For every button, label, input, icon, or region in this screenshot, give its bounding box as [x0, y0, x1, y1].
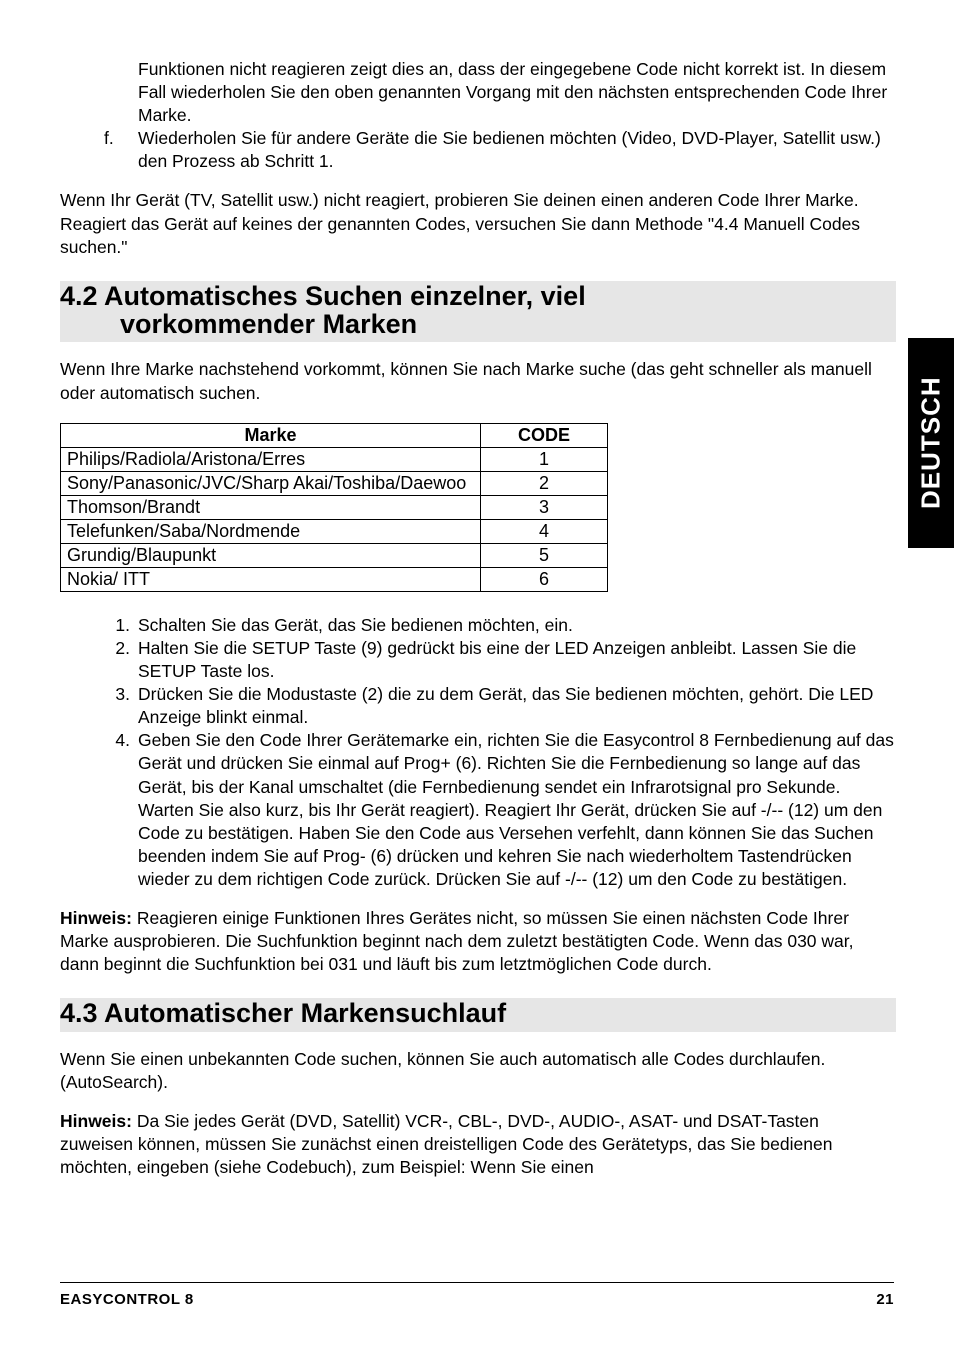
heading-line-2: vorkommender Marken [60, 310, 896, 338]
code-cell: 3 [481, 495, 608, 519]
list-text: Wiederholen Sie für andere Geräte die Si… [138, 127, 896, 173]
table-row: Philips/Radiola/Aristona/Erres1 [61, 447, 608, 471]
step-text: Schalten Sie das Gerät, das Sie bedienen… [138, 614, 896, 637]
note-4-3: Hinweis: Da Sie jedes Gerät (DVD, Satell… [60, 1110, 896, 1179]
continuation-text: Funktionen nicht reagieren zeigt dies an… [60, 58, 896, 127]
code-cell: 4 [481, 519, 608, 543]
paragraph-4-3: Wenn Sie einen unbekannten Code suchen, … [60, 1048, 896, 1094]
step-number: 1. [78, 614, 138, 637]
step-item: 1.Schalten Sie das Gerät, das Sie bedien… [60, 614, 896, 637]
brand-cell: Grundig/Blaupunkt [61, 543, 481, 567]
paragraph: Wenn Ihr Gerät (TV, Satellit usw.) nicht… [60, 189, 896, 258]
table-row: Sony/Panasonic/JVC/Sharp Akai/Toshiba/Da… [61, 471, 608, 495]
list-marker: f. [104, 127, 138, 173]
step-number: 2. [78, 637, 138, 683]
step-text: Geben Sie den Code Ihrer Gerätemarke ein… [138, 729, 896, 891]
note-text: Reagieren einige Funktionen Ihres Geräte… [60, 908, 854, 974]
ordered-steps: 1.Schalten Sie das Gerät, das Sie bedien… [60, 614, 896, 891]
step-number: 4. [78, 729, 138, 891]
table-row: Grundig/Blaupunkt5 [61, 543, 608, 567]
table-header-row: Marke CODE [61, 423, 608, 447]
note-4-2: Hinweis: Reagieren einige Funktionen Ihr… [60, 907, 896, 976]
brand-cell: Sony/Panasonic/JVC/Sharp Akai/Toshiba/Da… [61, 471, 481, 495]
brand-cell: Telefunken/Saba/Nordmende [61, 519, 481, 543]
step-text: Halten Sie die SETUP Taste (9) gedrückt … [138, 637, 896, 683]
brand-cell: Thomson/Brandt [61, 495, 481, 519]
step-item: 3.Drücken Sie die Modustaste (2) die zu … [60, 683, 896, 729]
footer-title: EASYCONTROL 8 [60, 1291, 194, 1308]
heading-4-3: 4.3 Automatischer Markensuchlauf [60, 998, 896, 1031]
page-content: Funktionen nicht reagieren zeigt dies an… [60, 58, 896, 1179]
step-text: Drücken Sie die Modustaste (2) die zu de… [138, 683, 896, 729]
step-item: 2.Halten Sie die SETUP Taste (9) gedrück… [60, 637, 896, 683]
note-label: Hinweis: [60, 1111, 132, 1131]
step-number: 3. [78, 683, 138, 729]
heading-line-1: 4.2 Automatisches Suchen einzelner, viel [60, 281, 586, 311]
code-cell: 2 [481, 471, 608, 495]
heading-4-2: 4.2 Automatisches Suchen einzelner, viel… [60, 281, 896, 343]
table-row: Nokia/ ITT6 [61, 567, 608, 591]
code-cell: 6 [481, 567, 608, 591]
brand-cell: Nokia/ ITT [61, 567, 481, 591]
note-text: Da Sie jedes Gerät (DVD, Satellit) VCR-,… [60, 1111, 832, 1177]
table-row: Telefunken/Saba/Nordmende4 [61, 519, 608, 543]
footer-page-number: 21 [876, 1291, 894, 1308]
brand-cell: Philips/Radiola/Aristona/Erres [61, 447, 481, 471]
code-cell: 5 [481, 543, 608, 567]
step-item: 4.Geben Sie den Code Ihrer Gerätemarke e… [60, 729, 896, 891]
header-code: CODE [481, 423, 608, 447]
list-item-f: f. Wiederholen Sie für andere Geräte die… [60, 127, 896, 173]
page-footer: EASYCONTROL 8 21 [60, 1282, 894, 1308]
paragraph-4-2: Wenn Ihre Marke nachstehend vorkommt, kö… [60, 358, 896, 404]
language-tab: DEUTSCH [908, 338, 954, 548]
table-row: Thomson/Brandt3 [61, 495, 608, 519]
code-cell: 1 [481, 447, 608, 471]
header-brand: Marke [61, 423, 481, 447]
brand-code-table: Marke CODE Philips/Radiola/Aristona/Erre… [60, 423, 608, 592]
note-label: Hinweis: [60, 908, 132, 928]
